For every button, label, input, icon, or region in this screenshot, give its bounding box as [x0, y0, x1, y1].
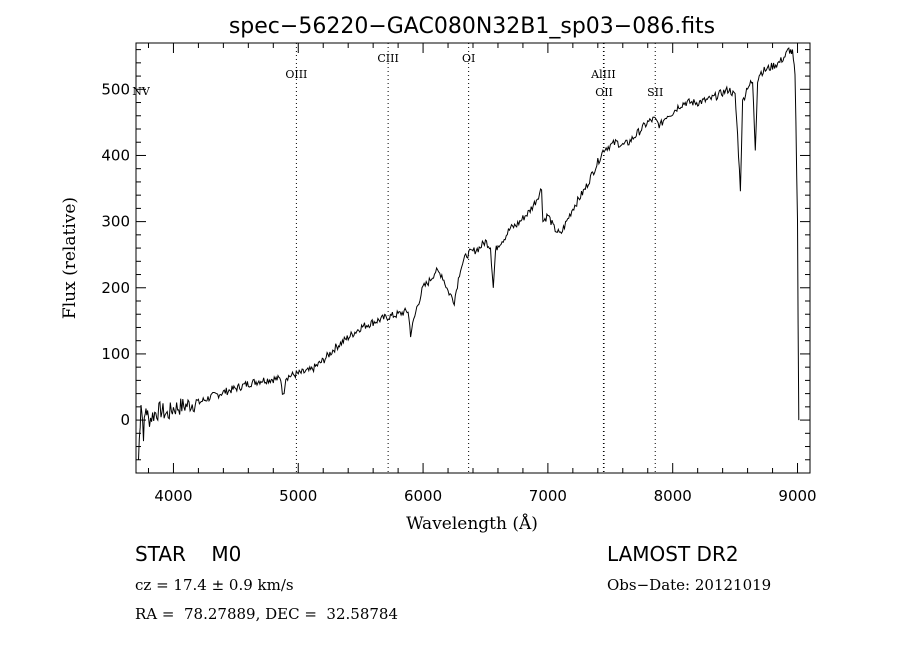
y-tick-label: 300 [101, 213, 130, 231]
axis-ticks: 4000 5000 6000 7000 8000 9000 0 100 200 300 400 500 [101, 43, 817, 505]
redshift-velocity: cz = 17.4 ± 0.9 km/s [135, 576, 294, 594]
spectrum-series [138, 47, 800, 460]
x-tick-label: 8000 [654, 487, 692, 505]
line-marker-label: NV [132, 85, 151, 98]
line-marker-label: OIII [285, 68, 307, 81]
object-class: STAR M0 [135, 542, 242, 566]
line-marker-label: AlIII [590, 68, 616, 81]
survey-name: LAMOST DR2 [607, 542, 739, 566]
y-tick-label: 200 [101, 279, 130, 297]
y-tick-label: 100 [101, 345, 130, 363]
x-axis-label: Wavelength (Å) [406, 513, 538, 534]
line-marker-label: OI [462, 52, 475, 65]
y-tick-label: 500 [101, 80, 130, 98]
y-tick-label: 400 [101, 146, 130, 164]
y-axis-label: Flux (relative) [60, 197, 80, 319]
x-tick-label: 5000 [279, 487, 317, 505]
x-tick-label: 4000 [154, 487, 192, 505]
spectrum-line [138, 47, 800, 460]
x-tick-label: 7000 [529, 487, 567, 505]
line-marker-label: CIII [377, 52, 398, 65]
chart-title: spec−56220−GAC080N32B1_sp03−086.fits [229, 14, 715, 39]
spectral-line-markers: NV OIII CIII OI AlIII OII SII [132, 43, 663, 473]
x-tick-label: 6000 [404, 487, 442, 505]
line-marker-label: OII [595, 86, 613, 99]
observation-date: Obs−Date: 20121019 [607, 576, 772, 594]
plot-frame [135, 42, 811, 474]
coordinates: RA = 78.27889, DEC = 32.58784 [135, 605, 399, 623]
x-tick-label: 9000 [778, 487, 816, 505]
line-marker-label: SII [647, 86, 663, 99]
y-tick-label: 0 [120, 411, 130, 429]
